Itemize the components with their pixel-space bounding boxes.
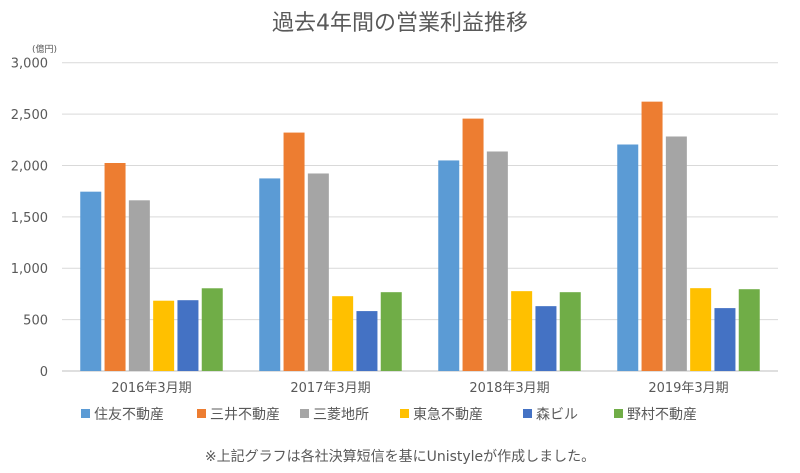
y-tick-label: 3,000 xyxy=(11,57,48,72)
bar-3-2 xyxy=(665,136,687,371)
unit-label: (億円) xyxy=(32,43,57,55)
x-tick-label: 2016年3月期 xyxy=(111,381,191,396)
bar-2-4 xyxy=(535,306,557,371)
legend-label: 東急不動産 xyxy=(413,407,483,423)
y-tick-label: 500 xyxy=(23,314,48,329)
legend-swatch xyxy=(523,409,532,418)
bar-2-0 xyxy=(438,160,460,371)
bar-2-5 xyxy=(559,292,581,371)
bar-2-3 xyxy=(511,291,533,371)
bar-3-1 xyxy=(641,101,663,372)
bar-1-2 xyxy=(307,173,329,371)
legend-swatch xyxy=(197,409,206,418)
bar-1-4 xyxy=(356,311,378,371)
bar-3-0 xyxy=(617,144,639,371)
legend-label: 三井不動産 xyxy=(210,407,280,423)
y-tick-label: 2,000 xyxy=(11,159,48,174)
bar-0-4 xyxy=(177,300,199,371)
chart-title: 過去4年間の営業利益推移 xyxy=(272,11,528,36)
legend-swatch xyxy=(614,409,623,418)
legend-swatch xyxy=(400,409,409,418)
bar-1-1 xyxy=(283,132,305,371)
bar-0-2 xyxy=(128,200,150,371)
bar-1-3 xyxy=(332,296,354,371)
legend-label: 住友不動産 xyxy=(94,407,164,423)
x-tick-label: 2017年3月期 xyxy=(290,381,370,396)
bar-2-1 xyxy=(462,118,484,371)
bar-0-3 xyxy=(153,300,175,371)
y-tick-label: 1,000 xyxy=(11,262,48,277)
legend-label: 野村不動産 xyxy=(627,407,697,423)
legend-swatch xyxy=(300,409,309,418)
bar-1-5 xyxy=(380,292,402,371)
legend-swatch xyxy=(81,409,90,418)
y-tick-label: 1,500 xyxy=(11,211,48,226)
bar-0-5 xyxy=(201,288,223,371)
bar-2-2 xyxy=(486,151,508,371)
x-tick-label: 2018年3月期 xyxy=(469,381,549,396)
y-tick-label: 0 xyxy=(40,365,48,380)
bar-3-5 xyxy=(738,289,760,371)
y-tick-label: 2,500 xyxy=(11,108,48,123)
bar-1-0 xyxy=(259,178,281,371)
bar-0-1 xyxy=(104,163,126,371)
footnote: ※上記グラフは各社決算短信を基にUnistyleが作成しました。 xyxy=(205,448,595,465)
x-tick-label: 2019年3月期 xyxy=(648,381,728,396)
bar-3-3 xyxy=(690,288,712,371)
bar-3-4 xyxy=(714,308,736,371)
legend-label: 森ビル xyxy=(536,407,578,423)
legend-label: 三菱地所 xyxy=(313,407,369,423)
bar-0-0 xyxy=(80,191,102,371)
